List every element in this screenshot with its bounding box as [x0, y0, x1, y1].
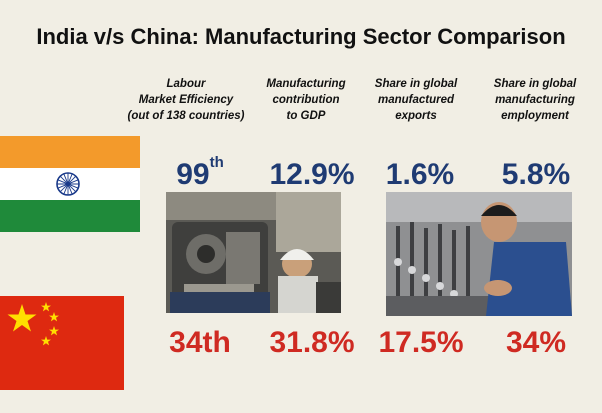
header-line: (out of 138 countries) — [127, 110, 245, 122]
china-gdp-value: 31.8% — [269, 326, 355, 359]
header-line: Labour — [166, 78, 206, 90]
header-labour-efficiency: Labour Market Efficiency (out of 138 cou… — [112, 76, 260, 124]
china-flag-icon — [0, 296, 124, 390]
assembly-line-photo — [386, 192, 572, 316]
header-line: employment — [501, 110, 569, 122]
china-exports-value: 17.5% — [378, 326, 464, 359]
header-global-exports: Share in global manufactured exports — [360, 76, 472, 124]
india-rank-suffix: th — [209, 154, 224, 171]
india-gdp-value: 12.9% — [269, 158, 355, 191]
header-line: Market Efficiency — [138, 94, 234, 106]
header-global-employment: Share in global manufacturing employment — [476, 76, 594, 124]
india-employment-value: 5.8% — [501, 158, 571, 191]
header-line: Manufacturing — [266, 78, 346, 90]
india-flag-icon — [0, 136, 140, 232]
header-line: exports — [395, 110, 437, 122]
page-title: India v/s China: Manufacturing Sector Co… — [36, 24, 566, 49]
header-line: to GDP — [286, 110, 326, 122]
india-labour-rank: 99th — [150, 154, 250, 192]
header-line: manufactured — [377, 94, 455, 106]
header-gdp-contribution: Manufacturing contribution to GDP — [252, 76, 360, 124]
china-labour-rank: 34th — [169, 326, 231, 359]
india-rank-number: 99 — [176, 158, 210, 191]
header-line: Share in global — [374, 78, 458, 90]
header-line: Share in global — [493, 78, 577, 90]
header-line: contribution — [272, 94, 340, 106]
header-line: manufacturing — [495, 94, 575, 106]
factory-engine-photo — [166, 192, 341, 313]
china-employment-value: 34% — [505, 326, 567, 359]
india-exports-value: 1.6% — [385, 158, 455, 191]
